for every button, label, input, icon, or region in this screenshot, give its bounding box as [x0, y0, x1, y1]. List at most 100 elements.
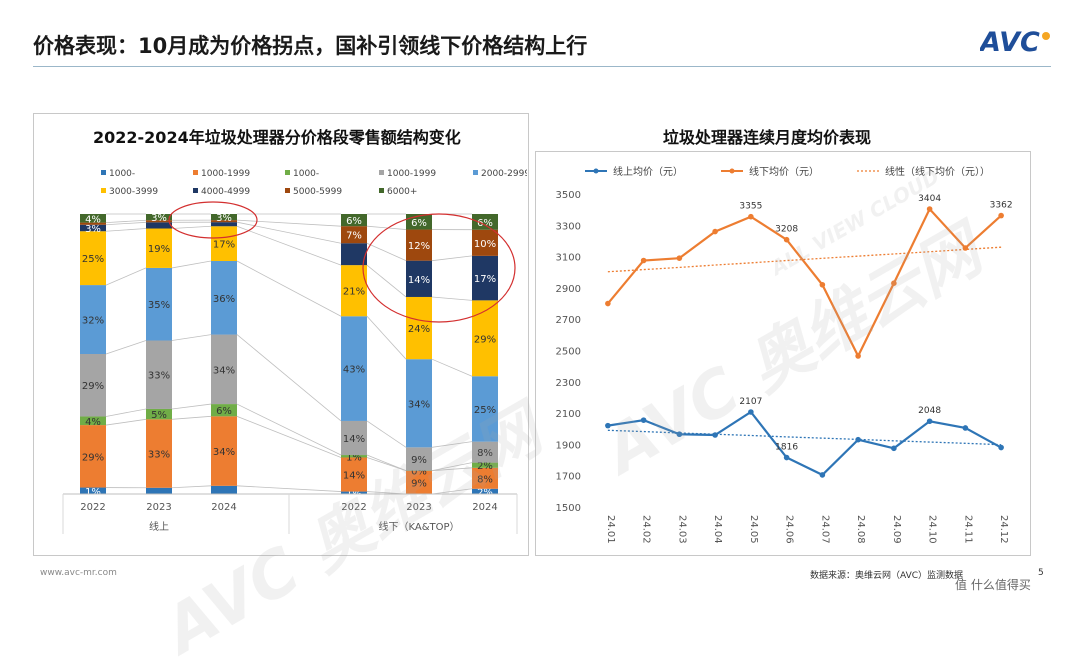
connector-line: [367, 265, 406, 297]
x-tick-label: 24.07: [819, 515, 830, 544]
legend-label: 线性（线下均价（元））: [885, 165, 990, 178]
footer-url: www.avc-mr.com: [40, 568, 117, 578]
data-label: 9%: [411, 478, 427, 489]
y-tick-label: 2100: [556, 409, 581, 420]
data-label: 24%: [408, 324, 430, 335]
data-label: 25%: [474, 405, 496, 416]
point-label: 3362: [990, 201, 1013, 211]
data-point: [891, 446, 897, 452]
connector-line: [106, 341, 146, 354]
y-tick-label: 3100: [556, 253, 581, 264]
legend-label: 线下均价（元）: [749, 165, 819, 178]
data-label: 33%: [148, 450, 170, 461]
x-tick-label: 2022: [80, 502, 105, 513]
data-point: [927, 418, 933, 424]
x-tick-label: 24.06: [784, 515, 795, 544]
connector-line: [106, 268, 146, 285]
data-point: [820, 282, 826, 288]
legend-label: 3000-3999: [109, 187, 158, 197]
bar-segment: [146, 488, 172, 494]
x-tick-label: 24.03: [676, 515, 687, 544]
data-label: 32%: [82, 316, 104, 327]
x-tick-label: 24.02: [641, 515, 652, 544]
data-label: 29%: [474, 334, 496, 345]
data-label: 43%: [343, 365, 365, 376]
legend-label: 1000-1999: [387, 169, 436, 179]
legend-swatch: [193, 170, 198, 175]
connector-line: [172, 335, 211, 341]
connector-line: [106, 409, 146, 416]
data-label: 6%: [346, 216, 362, 227]
connector-line: [106, 419, 146, 425]
data-label: 34%: [213, 365, 235, 376]
page-number: 5: [1038, 568, 1044, 578]
y-tick-label: 1900: [556, 440, 581, 451]
legend-swatch: [285, 188, 290, 193]
bar-segment: [211, 486, 237, 494]
data-label: 12%: [408, 241, 430, 252]
data-point: [641, 258, 647, 264]
connector-line: [172, 404, 211, 409]
legend-swatch: [193, 188, 198, 193]
data-label: 2%: [477, 487, 493, 498]
data-point: [998, 213, 1004, 219]
data-label: 36%: [213, 294, 235, 305]
connector-line: [237, 404, 341, 455]
x-tick-label: 24.09: [891, 515, 902, 544]
y-tick-label: 2300: [556, 378, 581, 389]
data-point: [748, 214, 754, 220]
series-line: [608, 412, 1001, 475]
data-point: [784, 455, 790, 461]
data-label: 34%: [408, 399, 430, 410]
legend-swatch: [379, 188, 384, 193]
data-label: 7%: [346, 231, 362, 242]
data-label: 9%: [411, 455, 427, 466]
connector-line: [237, 261, 341, 316]
data-label: 17%: [474, 274, 496, 285]
title-divider: [33, 66, 1051, 67]
legend-label: 线上均价（元）: [613, 165, 683, 178]
connector-line: [237, 486, 341, 492]
legend-swatch: [379, 170, 384, 175]
point-label: 1816: [775, 443, 798, 453]
legend-label: 4000-4999: [201, 187, 250, 197]
x-tick-label: 2023: [406, 502, 431, 513]
point-label: 3208: [775, 225, 798, 235]
data-label: 14%: [408, 275, 430, 286]
data-label: 29%: [82, 452, 104, 463]
connector-line: [106, 220, 146, 222]
data-point: [748, 409, 754, 415]
slide-title: 价格表现：10月成为价格拐点，国补引领线下价格结构上行: [33, 30, 587, 60]
legend-label: 2000-2999: [481, 169, 527, 179]
point-label: 2048: [918, 406, 941, 416]
legend-label: 1000-: [109, 169, 135, 179]
group-label-online: 线上: [149, 520, 169, 533]
line-chart: 1500170019002100230025002700290031003300…: [535, 151, 1029, 554]
point-label: 3355: [739, 202, 762, 212]
data-label: 4%: [85, 417, 101, 428]
legend-swatch: [101, 188, 106, 193]
x-tick-label: 2024: [211, 502, 236, 513]
data-label: 14%: [343, 471, 365, 482]
connector-line: [432, 442, 472, 448]
data-label: 3%: [85, 224, 101, 235]
connector-line: [172, 416, 211, 419]
data-point: [998, 445, 1004, 451]
data-label: 8%: [477, 474, 493, 485]
legend-marker: [594, 169, 599, 174]
legend-label: 1000-1999: [201, 169, 250, 179]
data-source: 数据来源：奥维云网（AVC）监测数据: [810, 568, 963, 581]
y-tick-label: 1700: [556, 472, 581, 483]
data-point: [891, 280, 897, 286]
group-label-offline: 线下（KA&TOP）: [378, 520, 459, 533]
connector-line: [172, 486, 211, 488]
connector-line: [237, 226, 341, 265]
connector-line: [367, 316, 406, 359]
data-label: 34%: [213, 447, 235, 458]
connector-line: [367, 455, 406, 471]
x-tick-label: 2022: [341, 502, 366, 513]
x-tick-label: 2023: [146, 502, 171, 513]
trend-line: [608, 430, 1001, 444]
data-label: 1%: [85, 487, 101, 498]
legend-marker: [730, 169, 735, 174]
